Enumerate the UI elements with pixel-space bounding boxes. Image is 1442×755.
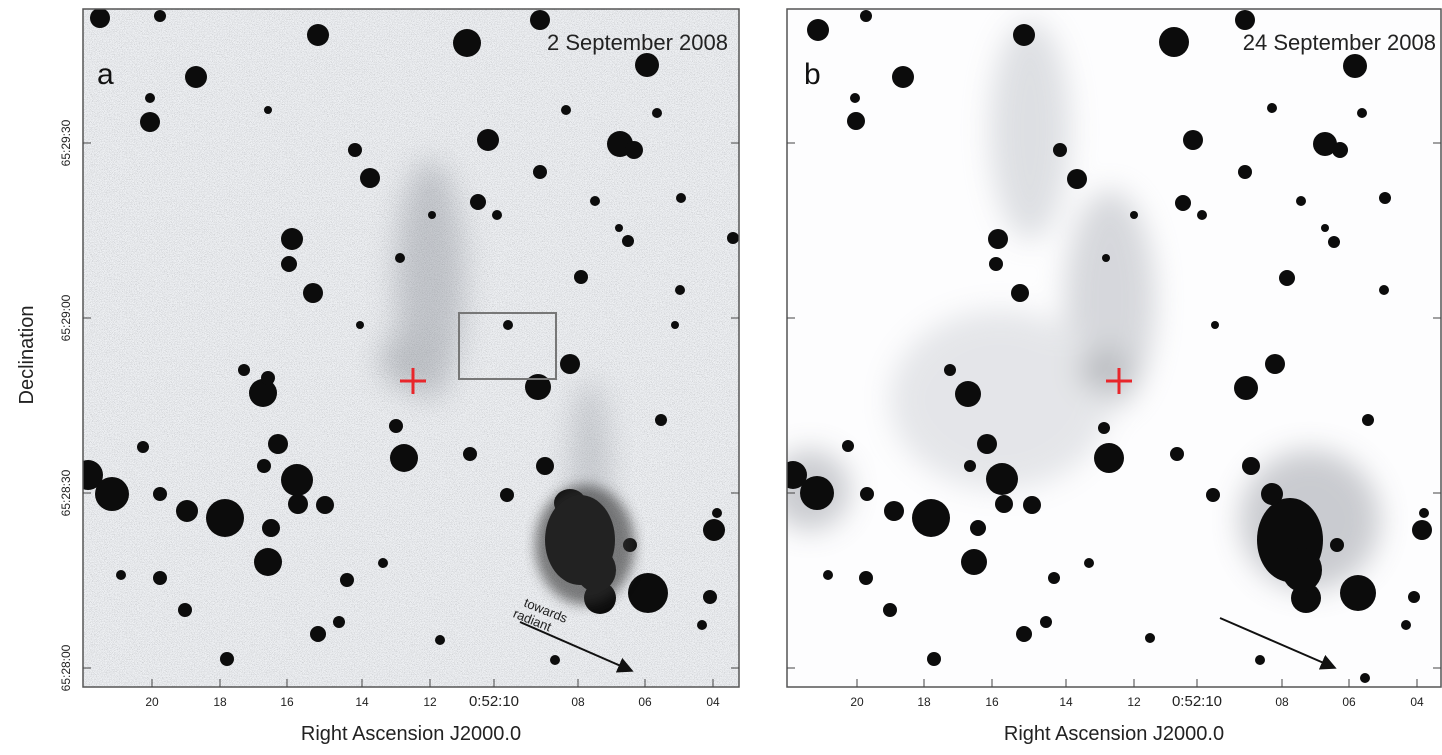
x-tick-label: 14 xyxy=(1059,695,1073,709)
x-tick-label: 06 xyxy=(1342,695,1356,709)
x-tick-label: 0:52:10 xyxy=(469,693,519,710)
panel-a-star-halo xyxy=(535,485,635,605)
panel-b-target-marker xyxy=(1106,368,1132,394)
y-tick-label: 65:28:00 xyxy=(59,644,73,691)
y-axis-label: Declination xyxy=(16,306,38,405)
panel-b-date: 24 September 2008 xyxy=(1243,30,1436,55)
panel-b: b 24 September 2008 20 18 16 14 12 0:52:10 08 0… xyxy=(786,8,1442,745)
panel-a: towards radiant a 2 September 2008 20 18 1… xyxy=(59,8,740,745)
x-tick-label: 12 xyxy=(1127,695,1141,709)
panel-b-letter: b xyxy=(804,58,821,91)
y-tick-label: 65:28:30 xyxy=(59,469,73,516)
panel-a-letter: a xyxy=(97,58,114,91)
x-tick-label: 06 xyxy=(638,695,652,709)
x-tick-label: 14 xyxy=(355,695,369,709)
y-tick-label: 65:29:30 xyxy=(59,119,73,166)
panel-a-frame xyxy=(82,8,740,688)
x-tick-label: 08 xyxy=(1275,695,1289,709)
x-tick-label: 20 xyxy=(850,695,864,709)
panel-b-frame xyxy=(786,8,1442,688)
panel-a-target-marker xyxy=(400,368,426,394)
panel-a-date: 2 September 2008 xyxy=(547,30,728,55)
x-tick-label: 18 xyxy=(213,695,227,709)
x-tick-label: 18 xyxy=(917,695,931,709)
panel-b-x-axis-label: Right Ascension J2000.0 xyxy=(1004,723,1224,745)
x-tick-label: 20 xyxy=(145,695,159,709)
x-tick-label: 08 xyxy=(571,695,585,709)
panel-a-radiant-arrow xyxy=(519,621,634,673)
panel-b-ticks: 20 18 16 14 12 0:52:10 08 06 04 xyxy=(787,142,1441,710)
x-tick-label: 12 xyxy=(423,695,437,709)
x-tick-label: 04 xyxy=(1410,695,1424,709)
panel-a-zoom-box xyxy=(458,312,557,380)
panel-a-ticks: 20 18 16 14 12 0:52:10 08 06 04 65:29:30 65:29:00 6… xyxy=(59,119,739,710)
x-tick-label: 04 xyxy=(706,695,720,709)
x-tick-label: 0:52:10 xyxy=(1172,693,1222,710)
x-tick-label: 16 xyxy=(985,695,999,709)
panel-b-stars xyxy=(787,10,1432,683)
panel-b-radiant-arrow xyxy=(1219,617,1337,670)
y-tick-label: 65:29:00 xyxy=(59,294,73,341)
x-tick-label: 16 xyxy=(280,695,294,709)
panel-a-x-axis-label: Right Ascension J2000.0 xyxy=(301,723,521,745)
